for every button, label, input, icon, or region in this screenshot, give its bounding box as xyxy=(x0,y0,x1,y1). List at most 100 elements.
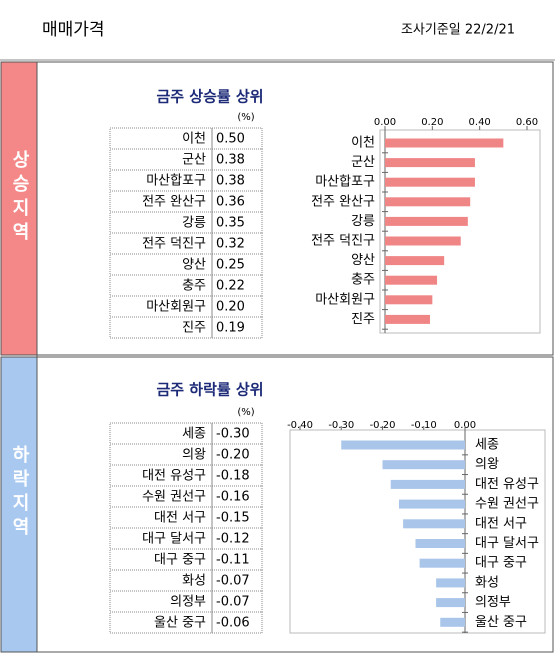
table-region: 충주 xyxy=(182,279,206,294)
category-label: 세종 xyxy=(475,438,499,453)
table-value: -0.07 xyxy=(216,574,250,589)
table-value: 0.35 xyxy=(216,216,245,231)
x-tick-label: 0.00 xyxy=(374,117,396,128)
table-region: 대구 중구 xyxy=(154,553,206,568)
plot-frame xyxy=(379,129,541,334)
category-label: 대구 중구 xyxy=(475,556,527,571)
category-label: 대구 달서구 xyxy=(475,536,539,551)
bar xyxy=(403,519,465,529)
bar xyxy=(385,314,430,324)
section-frame xyxy=(0,61,554,356)
section-label: 상승지역 xyxy=(9,150,30,246)
bar xyxy=(399,499,465,509)
table-cell xyxy=(211,611,263,634)
category-label: 의왕 xyxy=(475,457,499,472)
category-label: 대전 유성구 xyxy=(475,477,539,492)
table-value: 0.19 xyxy=(216,321,245,336)
category-label: 울산 중구 xyxy=(475,615,527,630)
bar xyxy=(385,295,433,305)
category-label: 충주 xyxy=(351,273,375,288)
table-region: 진주 xyxy=(182,321,206,336)
x-tick-label: -0.10 xyxy=(411,420,437,431)
table-value: 0.22 xyxy=(216,279,245,294)
plot-frame xyxy=(289,429,546,634)
bar xyxy=(385,236,461,246)
x-tick-label: -0.40 xyxy=(287,420,313,431)
table-value: -0.11 xyxy=(216,553,250,568)
category-label: 수원 권선구 xyxy=(475,497,539,512)
x-tick-label: 0.40 xyxy=(469,117,491,128)
category-label: 화성 xyxy=(475,575,499,590)
table-value: 0.50 xyxy=(216,132,245,147)
bar xyxy=(436,598,465,608)
x-tick-label: -0.20 xyxy=(370,420,396,431)
table-value: -0.20 xyxy=(216,448,250,463)
table-region: 전주 덕진구 xyxy=(142,237,206,252)
bar xyxy=(385,216,468,226)
x-tick-label: 0.00 xyxy=(454,420,476,431)
category-label: 마산합포구 xyxy=(315,175,375,190)
table-region: 군산 xyxy=(182,153,206,168)
x-tick-label: -0.30 xyxy=(328,420,354,431)
category-label: 강릉 xyxy=(351,214,375,229)
table-region: 세종 xyxy=(182,427,206,442)
bar xyxy=(385,197,471,207)
table-cell xyxy=(211,316,263,339)
unit-label: (%) xyxy=(237,112,254,123)
table-region: 이천 xyxy=(182,132,206,147)
bar xyxy=(436,578,465,588)
table-value: -0.12 xyxy=(216,532,250,547)
unit-label: (%) xyxy=(237,407,254,418)
table-value: 0.38 xyxy=(216,174,245,189)
section-frame xyxy=(0,356,554,653)
bar xyxy=(440,617,465,627)
table-value: -0.15 xyxy=(216,511,250,526)
bar xyxy=(341,440,465,450)
bar xyxy=(382,460,465,470)
table-value: 0.36 xyxy=(216,195,245,210)
section-band xyxy=(1,357,37,652)
bar xyxy=(385,275,438,285)
table-region: 양산 xyxy=(182,258,206,273)
table-region: 마산회원구 xyxy=(146,300,206,315)
category-label: 대전 서구 xyxy=(475,516,527,531)
section-band xyxy=(1,62,37,355)
table-value: 0.38 xyxy=(216,153,245,168)
table-region: 대전 유성구 xyxy=(142,469,206,484)
category-label: 양산 xyxy=(351,253,375,268)
panel-title: 금주 하락률 상위 xyxy=(156,381,263,399)
table-region: 의왕 xyxy=(182,448,206,463)
table-region: 전주 완산구 xyxy=(142,195,206,210)
page-title: 매매가격 xyxy=(42,20,105,40)
category-label: 전주 덕진구 xyxy=(311,234,375,249)
table-cell xyxy=(109,316,213,339)
table-region: 대전 서구 xyxy=(154,511,206,526)
survey-date: 조사기준일 22/2/21 xyxy=(401,23,515,38)
table-cell xyxy=(109,611,213,634)
panel-title: 금주 상승률 상위 xyxy=(156,88,263,106)
bar xyxy=(385,177,475,187)
bar xyxy=(385,158,475,168)
category-label: 전주 완산구 xyxy=(311,194,375,209)
bar xyxy=(415,539,465,548)
table-region: 화성 xyxy=(182,574,206,589)
table-region: 수원 권선구 xyxy=(142,490,206,505)
category-label: 의정부 xyxy=(475,595,511,610)
category-label: 이천 xyxy=(351,136,375,151)
bar xyxy=(385,256,445,266)
table-region: 마산합포구 xyxy=(146,174,206,189)
category-label: 군산 xyxy=(351,155,375,170)
table-value: 0.25 xyxy=(216,258,245,273)
x-tick-label: 0.60 xyxy=(516,117,538,128)
table-value: -0.30 xyxy=(216,427,250,442)
bar xyxy=(390,479,465,489)
category-label: 진주 xyxy=(351,312,375,327)
bar xyxy=(419,558,465,568)
table-value: 0.32 xyxy=(216,237,245,252)
category-label: 마산회원구 xyxy=(315,292,375,307)
table-region: 강릉 xyxy=(182,216,206,231)
table-region: 의정부 xyxy=(170,595,206,610)
table-value: -0.18 xyxy=(216,469,250,484)
table-value: -0.07 xyxy=(216,595,250,610)
